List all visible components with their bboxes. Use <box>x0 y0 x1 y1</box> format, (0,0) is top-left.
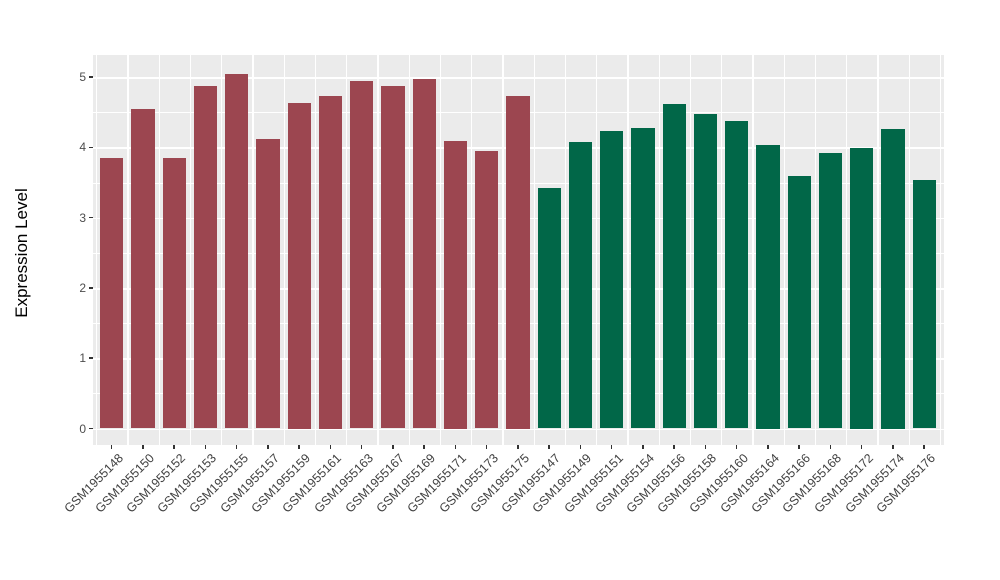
gridline-vertical <box>189 55 192 445</box>
y-tick-label: 0 <box>79 421 86 436</box>
plot-panel <box>93 55 944 445</box>
x-tick-mark <box>267 445 269 449</box>
bar-gsm1955172 <box>850 148 874 429</box>
gridline-major <box>93 428 944 431</box>
gridline-vertical <box>221 55 223 445</box>
y-tick-label: 1 <box>79 351 86 366</box>
bar-gsm1955171 <box>443 141 468 429</box>
x-tick-mark <box>673 445 675 449</box>
x-tick-mark <box>517 445 519 449</box>
x-tick-mark <box>579 445 582 449</box>
bar-gsm1955174 <box>881 129 905 429</box>
bar-gsm1955168 <box>818 152 843 429</box>
x-tick-mark <box>110 445 113 449</box>
bar-gsm1955153 <box>193 86 218 429</box>
bar-gsm1955157 <box>256 138 280 429</box>
gridline-vertical <box>346 55 348 445</box>
bar-gsm1955154 <box>631 127 655 429</box>
x-tick-mark <box>923 445 925 449</box>
gridline-vertical <box>314 55 317 445</box>
gridline-vertical <box>752 55 754 445</box>
gridline-vertical <box>96 55 98 445</box>
gridline-vertical <box>689 55 692 445</box>
y-tick-label: 3 <box>79 210 86 225</box>
gridline-vertical <box>939 55 942 445</box>
gridline-vertical <box>533 55 535 445</box>
x-tick-mark <box>360 445 363 449</box>
gridline-vertical <box>471 55 473 445</box>
y-tick-label: 4 <box>79 140 86 155</box>
x-tick-mark <box>892 445 894 449</box>
bar-gsm1955160 <box>725 121 749 429</box>
gridline-vertical <box>627 55 629 445</box>
gridline-vertical <box>596 55 598 445</box>
y-tick-mark <box>89 76 93 78</box>
bar-gsm1955148 <box>100 157 124 429</box>
bar-gsm1955152 <box>162 157 186 429</box>
gridline-vertical <box>502 55 504 445</box>
gridline-vertical <box>814 55 817 445</box>
x-tick-mark <box>798 445 800 449</box>
bar-gsm1955155 <box>225 74 249 429</box>
x-tick-mark <box>423 445 425 449</box>
bar-gsm1955166 <box>787 176 811 429</box>
x-tick-mark <box>454 445 457 449</box>
gridline-vertical <box>252 55 254 445</box>
gridline-vertical <box>377 55 379 445</box>
bar-gsm1955156 <box>662 103 686 429</box>
bar-gsm1955161 <box>318 96 343 429</box>
y-tick-label: 2 <box>79 280 86 295</box>
x-tick-mark <box>829 445 832 449</box>
x-tick-mark <box>642 445 644 449</box>
gridline-major <box>93 77 944 79</box>
bar-gsm1955175 <box>506 96 530 429</box>
x-tick-mark <box>329 445 332 449</box>
x-tick-mark <box>142 445 144 449</box>
bar-gsm1955151 <box>600 131 624 429</box>
gridline-vertical <box>783 55 785 445</box>
bar-gsm1955150 <box>131 109 155 429</box>
gridline-vertical <box>408 55 410 445</box>
bar-gsm1955169 <box>412 79 436 429</box>
bar-gsm1955147 <box>537 188 561 429</box>
x-tick-mark <box>298 445 300 449</box>
x-tick-mark <box>392 445 394 449</box>
y-tick-label: 5 <box>79 70 86 84</box>
x-tick-mark <box>610 445 613 449</box>
x-tick-mark <box>860 445 863 449</box>
gridline-vertical <box>877 55 879 445</box>
gridline-vertical <box>846 55 848 445</box>
bar-gsm1955176 <box>912 179 936 429</box>
bar-gsm1955158 <box>693 114 718 429</box>
x-tick-mark <box>204 445 207 449</box>
y-tick-mark <box>89 216 93 219</box>
y-axis-title: Expression Level <box>12 188 31 318</box>
bar-gsm1955149 <box>568 141 593 429</box>
x-tick-mark <box>235 445 238 449</box>
y-tick-mark <box>89 357 93 359</box>
x-tick-mark <box>485 445 488 449</box>
gridline-vertical <box>908 55 910 445</box>
gridline-vertical <box>721 55 723 445</box>
bar-gsm1955164 <box>756 144 780 429</box>
bar-gsm1955173 <box>475 150 499 429</box>
gridline-vertical <box>283 55 285 445</box>
gridline-vertical <box>127 55 129 445</box>
gridline-vertical <box>439 55 442 445</box>
gridline-vertical <box>158 55 160 445</box>
x-tick-mark <box>704 445 707 449</box>
y-tick-mark <box>89 287 93 289</box>
x-tick-mark <box>548 445 550 449</box>
bar-gsm1955163 <box>350 81 374 429</box>
x-tick-mark <box>767 445 769 449</box>
y-tick-mark <box>89 427 93 430</box>
bar-gsm1955159 <box>287 103 311 429</box>
gridline-vertical <box>564 55 567 445</box>
x-tick-mark <box>735 445 738 449</box>
gridline-vertical <box>658 55 660 445</box>
bar-gsm1955167 <box>381 86 405 429</box>
x-tick-mark <box>173 445 175 449</box>
y-tick-mark <box>89 146 93 149</box>
